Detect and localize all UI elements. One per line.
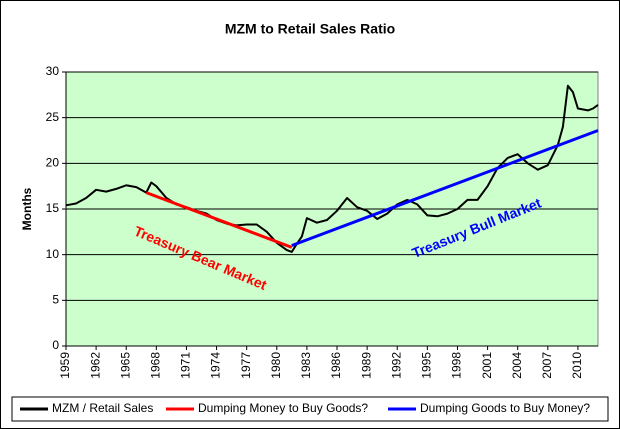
x-tick-label: 1971 xyxy=(179,352,193,379)
chart-title: MZM to Retail Sales Ratio xyxy=(225,21,395,37)
x-tick-label: 1968 xyxy=(149,352,163,379)
x-tick-label: 1989 xyxy=(359,352,373,379)
x-tick-label: 1986 xyxy=(329,352,343,379)
line-series xyxy=(65,84,599,253)
line-series xyxy=(145,191,293,249)
y-tick-label: 25 xyxy=(46,110,60,124)
x-tick-label: 1974 xyxy=(209,352,223,379)
x-tick-label: 1983 xyxy=(299,352,313,379)
y-tick-label: 0 xyxy=(52,338,59,352)
x-tick-label: 1980 xyxy=(269,352,283,379)
x-tick-label: 2004 xyxy=(510,352,524,379)
legend-label: Dumping Money to Buy Goods? xyxy=(198,401,368,415)
x-tick-label: 1995 xyxy=(420,352,434,379)
y-axis-label: Months xyxy=(20,187,34,230)
x-tick-label: 1962 xyxy=(88,352,102,379)
x-tick-label: 1959 xyxy=(58,352,72,379)
y-tick-label: 15 xyxy=(46,201,60,215)
x-tick-label: 2010 xyxy=(570,352,584,379)
legend xyxy=(11,396,609,422)
y-tick-label: 30 xyxy=(46,64,60,78)
y-tick-label: 5 xyxy=(52,293,59,307)
x-tick-label: 2001 xyxy=(480,352,494,379)
legend-label: Dumping Goods to Buy Money? xyxy=(420,401,590,415)
line-series xyxy=(291,129,599,247)
y-tick-label: 20 xyxy=(46,156,60,170)
x-tick-label: 1965 xyxy=(118,352,132,379)
x-tick-label: 1992 xyxy=(389,352,403,379)
x-tick-label: 2007 xyxy=(540,352,554,379)
x-tick-label: 1998 xyxy=(450,352,464,379)
x-tick-label: 1977 xyxy=(239,352,253,379)
legend-label: MZM / Retail Sales xyxy=(52,401,153,415)
y-tick-label: 10 xyxy=(46,247,60,261)
